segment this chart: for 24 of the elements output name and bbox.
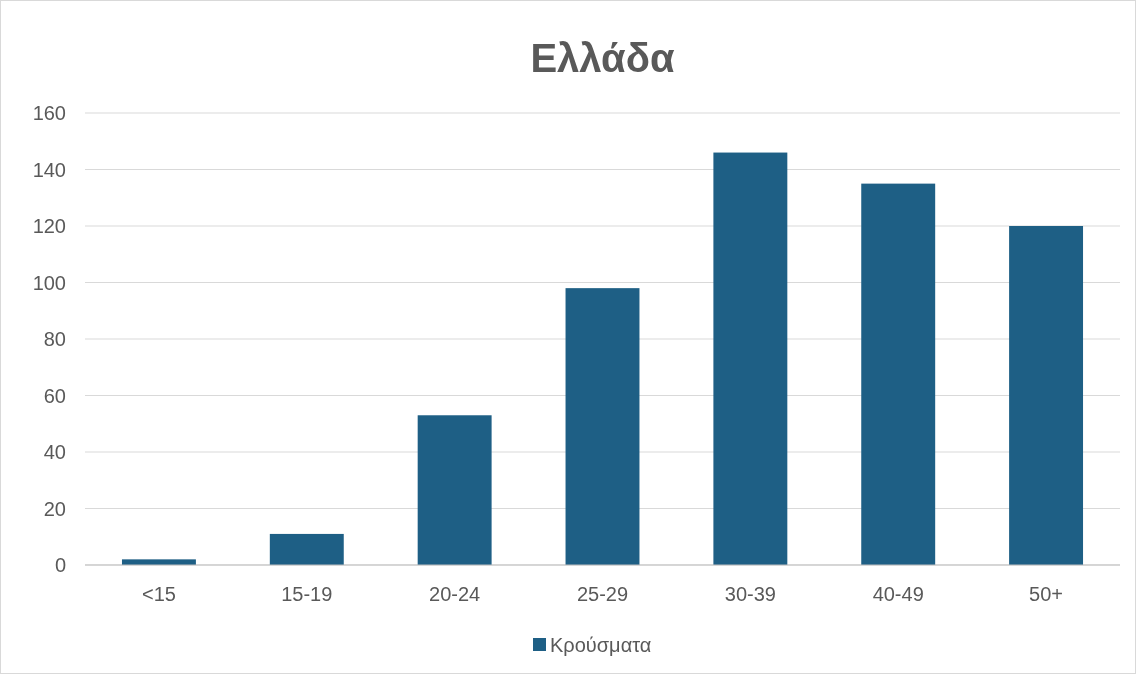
x-tick-label: 15-19 <box>281 583 333 605</box>
y-tick-label: 20 <box>43 497 66 520</box>
x-tick-label: 50+ <box>1029 583 1064 605</box>
y-tick-label: 160 <box>32 102 66 124</box>
x-tick-label: 30-39 <box>724 583 776 605</box>
y-tick-label: 60 <box>43 384 66 407</box>
chart-title: Ελλάδα <box>530 36 675 80</box>
bar <box>861 183 936 565</box>
x-tick-label: <15 <box>141 583 176 605</box>
bar <box>269 533 344 565</box>
y-tick-label: 120 <box>32 215 66 237</box>
bar <box>1009 226 1084 565</box>
y-tick-label: 0 <box>54 554 66 576</box>
legend-label: Κρούσματα <box>550 634 652 656</box>
bar <box>565 288 640 565</box>
x-tick-label: 20-24 <box>429 583 481 605</box>
bar <box>713 152 788 565</box>
y-tick-label: 40 <box>43 441 66 463</box>
x-tick-label: 25-29 <box>576 583 629 605</box>
y-tick-label: 100 <box>32 271 66 294</box>
y-tick-label: 80 <box>43 328 66 350</box>
bar <box>417 415 492 565</box>
y-tick-label: 140 <box>32 158 66 181</box>
x-tick-label: 40-49 <box>872 583 924 605</box>
